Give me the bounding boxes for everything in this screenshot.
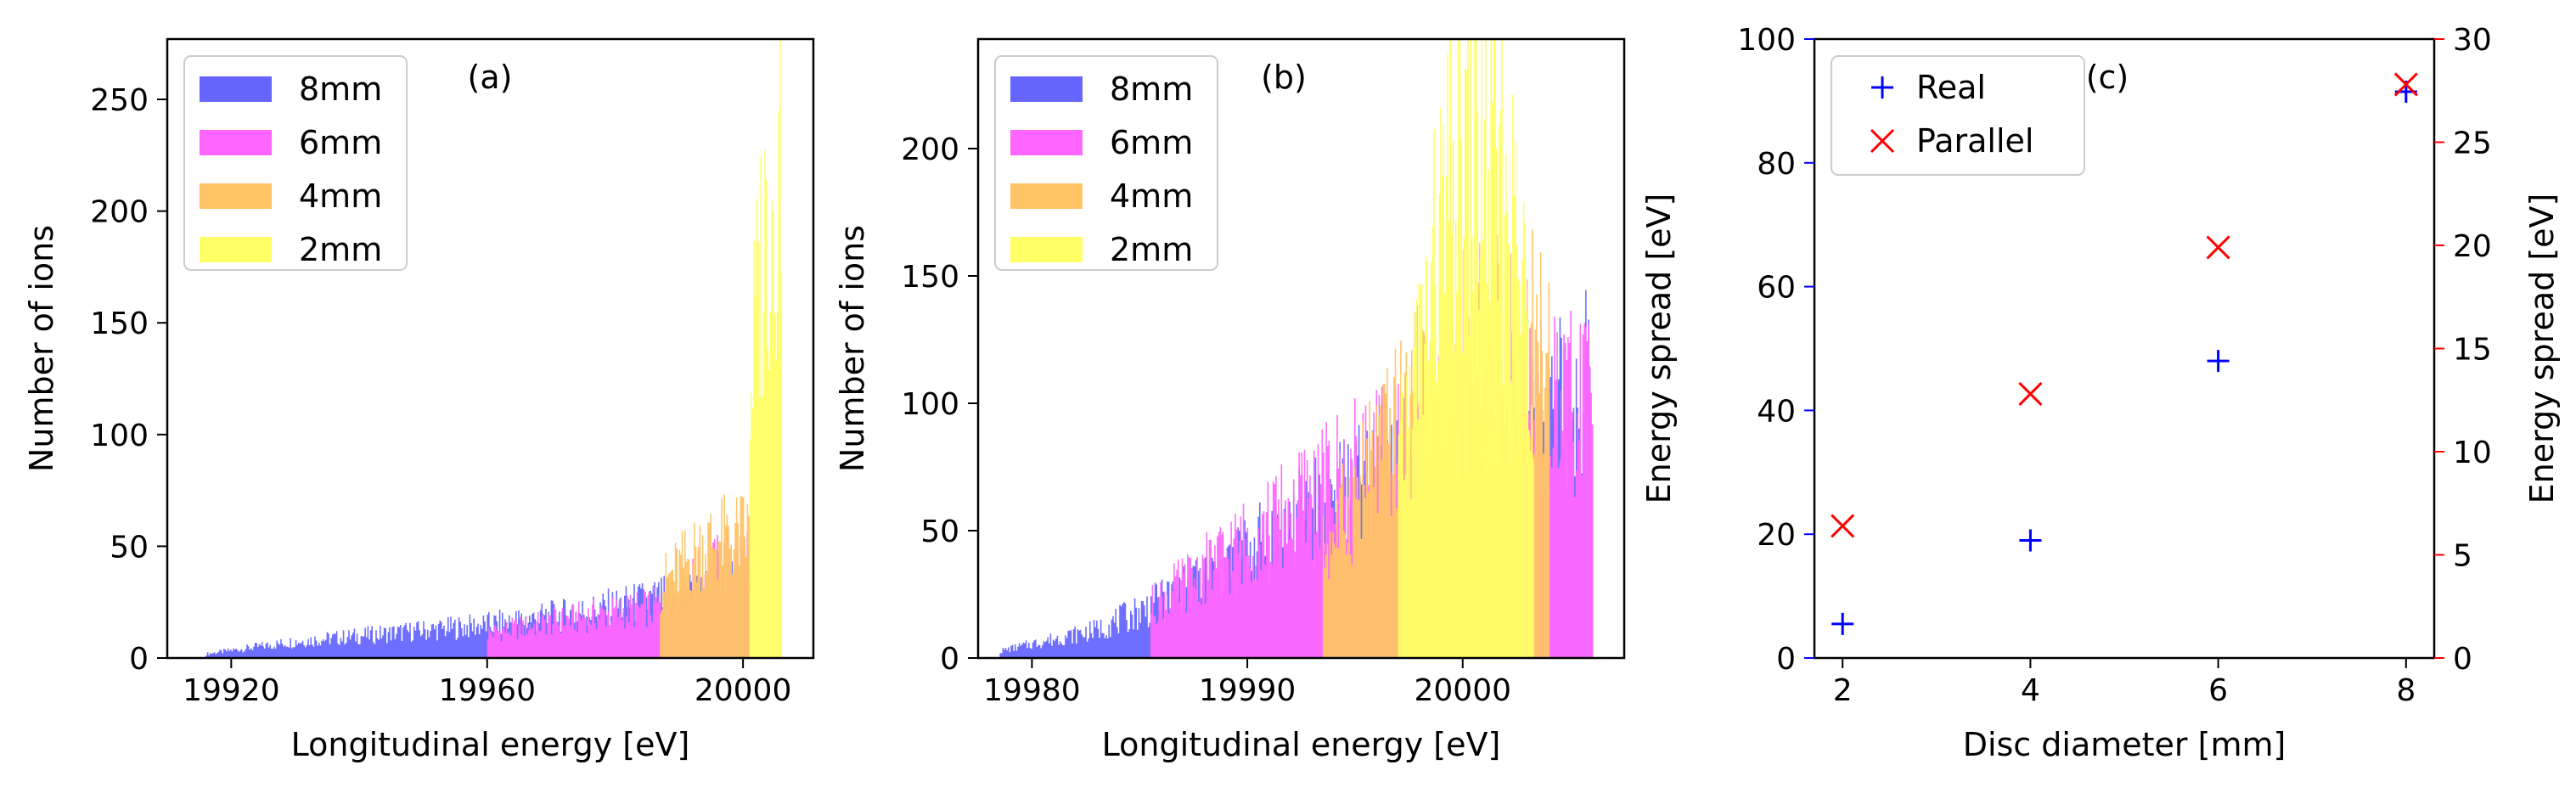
- hist-series-2mm: [1398, 39, 1534, 658]
- legend-swatch-6mm: [1010, 130, 1083, 155]
- axes-frame: [166, 37, 815, 660]
- panel-b: 19980 19990 20000 0 50 100 150 200 Longitudinal …: [834, 37, 1626, 763]
- x-axis-label: Longitudinal energy [eV]: [1102, 726, 1501, 763]
- legend-marker-real: [1871, 76, 1893, 98]
- y-tick-label: 50: [110, 530, 149, 565]
- legend: 8mm 6mm 4mm 2mm: [994, 55, 1218, 271]
- marker-parallel-8mm: [2393, 72, 2418, 97]
- marker-real-6mm: [2207, 350, 2230, 373]
- y-right-tick-label: 30: [2453, 23, 2492, 58]
- legend: 8mm 6mm 4mm 2mm: [183, 55, 408, 271]
- y-right-tick-label: 25: [2453, 127, 2492, 161]
- y-right-tick-label: 0: [2453, 642, 2472, 677]
- y-right-tick-label: 10: [2453, 436, 2492, 470]
- legend-swatch-4mm: [1010, 183, 1083, 209]
- legend-label: 8mm: [1110, 70, 1193, 108]
- x-tick-label: 8: [2396, 673, 2416, 708]
- y-right-tick-label: 20: [2453, 229, 2492, 264]
- legend-label: 6mm: [299, 124, 382, 161]
- y-tick-label: 50: [920, 515, 959, 549]
- legend-label: 2mm: [299, 231, 382, 268]
- y-tick-label: 0: [129, 642, 149, 677]
- panel-a: 19920 19960 20000 0 50 100 150 200 250 Longitudin…: [23, 37, 815, 763]
- marker-real-2mm: [1831, 612, 1854, 635]
- legend-swatch-2mm: [200, 237, 272, 262]
- hist-series-2mm: [749, 39, 783, 658]
- axes-frame: [976, 37, 1626, 660]
- plot-area: [205, 39, 783, 658]
- legend-label: Real: [1916, 69, 1986, 106]
- x-tick-label: 4: [2021, 673, 2040, 708]
- x-tick-label: 19920: [183, 673, 280, 708]
- x-tick-label: 6: [2208, 673, 2228, 708]
- y-axis-label: Number of ions: [834, 225, 871, 472]
- y-tick-label: 150: [90, 307, 149, 341]
- x-tick-label: 19990: [1199, 673, 1296, 708]
- legend-swatch-2mm: [1010, 237, 1083, 262]
- panel-label: (b): [1261, 59, 1307, 96]
- y-left-tick-label: 60: [1757, 271, 1796, 306]
- y-right-tick-label: 15: [2453, 333, 2492, 368]
- x-tick-label: 19960: [438, 673, 536, 708]
- y-left-tick-label: 20: [1757, 518, 1796, 553]
- legend-swatch-8mm: [1010, 76, 1083, 102]
- y-left-tick-label: 0: [1776, 642, 1796, 677]
- legend-label: 6mm: [1110, 124, 1193, 161]
- legend-label: 8mm: [299, 70, 382, 108]
- legend-swatch-8mm: [200, 76, 272, 102]
- x-tick-label: 19980: [983, 673, 1081, 708]
- legend-swatch-4mm: [200, 183, 272, 209]
- y-tick-label: 200: [90, 195, 149, 230]
- y-left-axis-label: Energy spread [eV]: [1640, 194, 1678, 504]
- x-axis-label: Longitudinal energy [eV]: [291, 726, 690, 763]
- x-tick-label: 20000: [695, 673, 792, 708]
- legend-label: 2mm: [1110, 231, 1193, 268]
- marker-parallel-6mm: [2206, 235, 2230, 260]
- x-tick-label: 20000: [1414, 673, 1511, 708]
- marker-parallel-2mm: [1831, 514, 1855, 538]
- legend-frame: [1831, 55, 2085, 176]
- y-right-tick-label: 5: [2453, 539, 2472, 574]
- y-tick-label: 200: [901, 132, 959, 167]
- x-tick-label: 2: [1833, 673, 1853, 708]
- legend-frame: [994, 55, 1218, 271]
- legend-swatch-6mm: [200, 130, 272, 155]
- legend-label: 4mm: [1110, 177, 1193, 215]
- y-tick-label: 250: [90, 83, 149, 118]
- marker-parallel-4mm: [2018, 381, 2043, 407]
- y-left-tick-label: 40: [1757, 394, 1796, 429]
- legend-label: Parallel: [1916, 122, 2033, 160]
- y-tick-label: 0: [940, 642, 959, 677]
- legend: Real Parallel: [1831, 55, 2085, 176]
- marker-real-4mm: [2019, 529, 2042, 552]
- y-tick-label: 100: [90, 419, 149, 453]
- y-tick-label: 150: [901, 260, 959, 295]
- y-axis-label: Number of ions: [23, 225, 60, 472]
- plot-area: [999, 39, 1594, 658]
- panel-label: (a): [468, 59, 513, 96]
- y-left-tick-label: 80: [1757, 147, 1796, 182]
- legend-label: 4mm: [299, 177, 382, 215]
- panel-label: (c): [2086, 59, 2129, 96]
- x-axis-label: Disc diameter [mm]: [1963, 726, 2286, 763]
- y-tick-label: 100: [901, 387, 959, 422]
- y-right-axis-label: Energy spread [eV]: [2523, 194, 2561, 504]
- legend-frame: [183, 55, 408, 271]
- legend-marker-parallel: [1870, 128, 1895, 154]
- hist-series-4mm: [660, 494, 750, 658]
- y-left-tick-label: 100: [1737, 23, 1796, 58]
